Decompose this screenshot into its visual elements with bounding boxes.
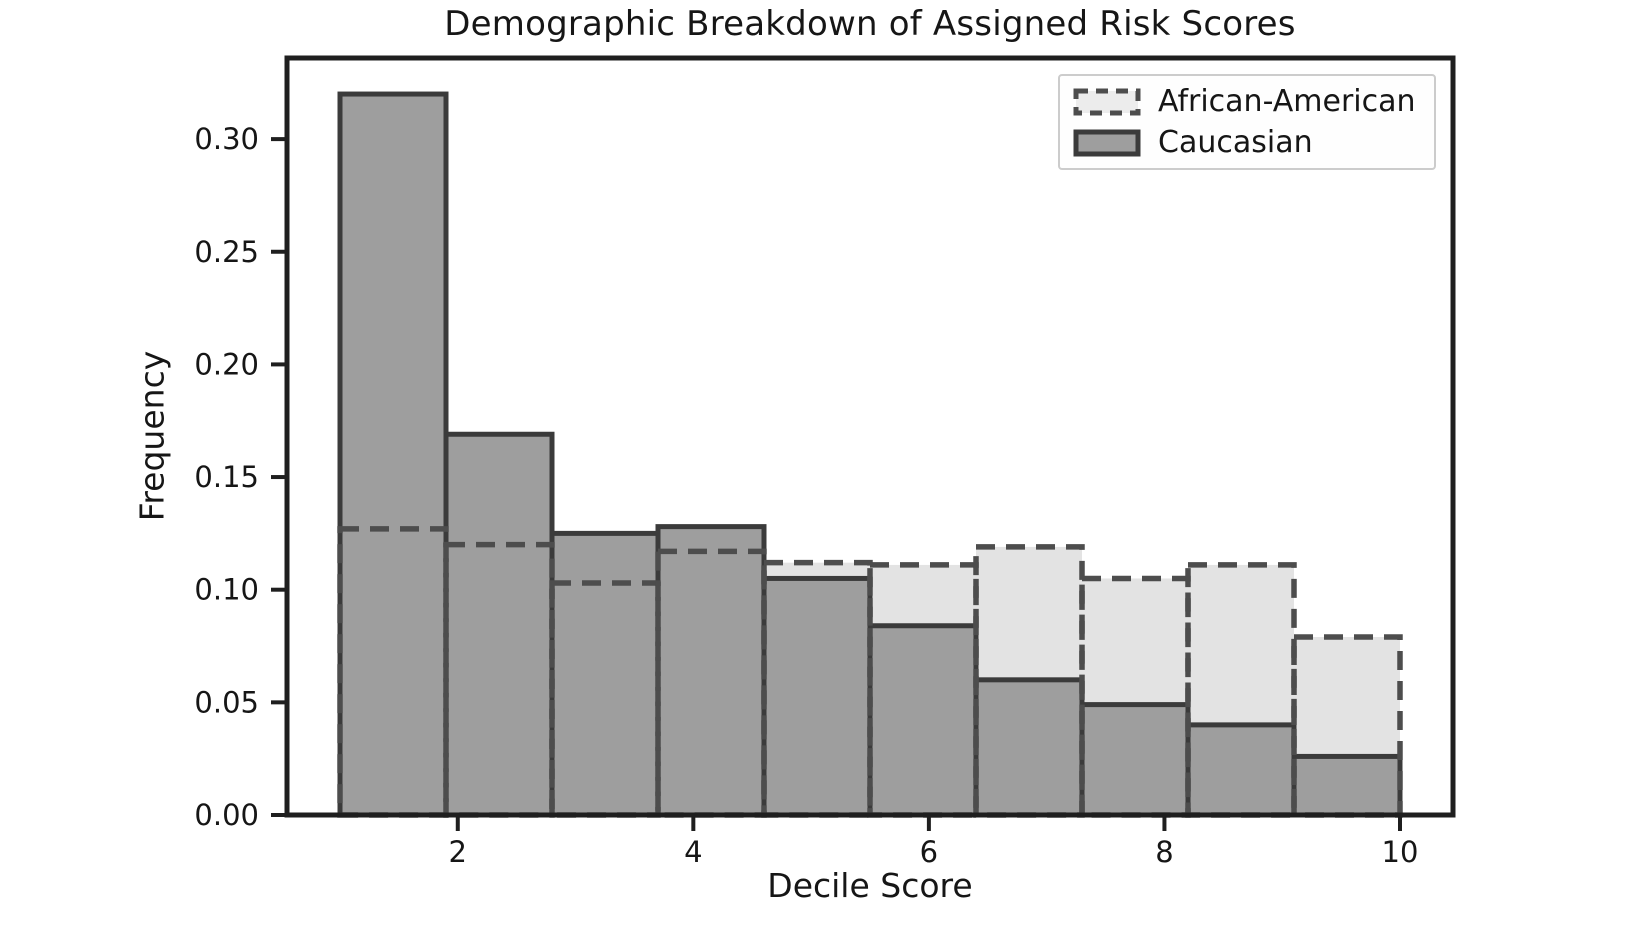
bar-caucasian-4	[655, 524, 767, 818]
y-axis-label: Frequency	[132, 350, 172, 522]
x-tick-label-2: 2	[449, 835, 467, 869]
legend-label-caucasian: Caucasian	[1158, 125, 1313, 160]
y-tick-label-0.20: 0.20	[194, 347, 259, 381]
bar-caucasian-5	[761, 575, 873, 818]
x-tick-label-4: 4	[684, 835, 702, 869]
axes-spines	[284, 55, 1456, 818]
y-tick-label-0.25: 0.25	[194, 235, 259, 269]
y-tick-label-0.05: 0.05	[194, 685, 259, 719]
x-axis-label: Decile Score	[767, 866, 973, 905]
bar-caucasian-1	[337, 91, 449, 818]
bar-caucasian-10	[1291, 753, 1403, 818]
bar-african-american-outline-1	[337, 526, 449, 818]
bar-african-american-outline-6	[867, 562, 979, 818]
bar-caucasian-9	[1185, 722, 1297, 818]
solid-patch-icon	[1073, 129, 1141, 156]
chart-title: Demographic Breakdown of Assigned Risk S…	[444, 4, 1296, 44]
x-tick-label-10: 10	[1382, 835, 1419, 869]
bar-caucasian-7	[973, 677, 1085, 818]
x-tick-label-6: 6	[920, 835, 938, 869]
y-tick-label-0.00: 0.00	[194, 798, 259, 832]
legend-label-african-american: African-American	[1158, 84, 1416, 119]
bar-caucasian-6	[867, 623, 979, 818]
legend-item-caucasian: Caucasian	[1072, 125, 1422, 160]
bar-caucasian-3	[549, 530, 661, 818]
x-tick-label-8: 8	[1155, 835, 1173, 869]
legend-item-african-american: African-American	[1072, 84, 1422, 119]
y-tick-label-0.15: 0.15	[194, 460, 259, 494]
legend: African-American Caucasian	[1058, 74, 1436, 170]
y-tick-label-0.30: 0.30	[194, 122, 259, 156]
bar-caucasian-8	[1079, 702, 1191, 818]
bar-african-american-outline-9	[1185, 562, 1297, 818]
bar-caucasian-2	[443, 431, 555, 818]
y-tick-label-0.10: 0.10	[194, 573, 259, 607]
dashed-patch-icon	[1073, 88, 1141, 115]
